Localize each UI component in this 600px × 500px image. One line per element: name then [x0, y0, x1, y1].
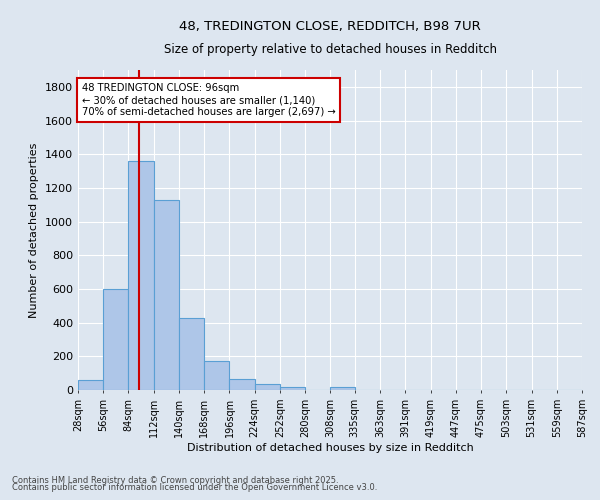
X-axis label: Distribution of detached houses by size in Redditch: Distribution of detached houses by size … — [187, 442, 473, 452]
Text: 48 TREDINGTON CLOSE: 96sqm
← 30% of detached houses are smaller (1,140)
70% of s: 48 TREDINGTON CLOSE: 96sqm ← 30% of deta… — [82, 84, 335, 116]
Bar — [229, 379, 255, 390]
Bar — [154, 200, 179, 390]
Text: 48, TREDINGTON CLOSE, REDDITCH, B98 7UR: 48, TREDINGTON CLOSE, REDDITCH, B98 7UR — [179, 20, 481, 33]
Bar — [331, 388, 355, 390]
Bar — [103, 289, 128, 390]
Y-axis label: Number of detached properties: Number of detached properties — [29, 142, 40, 318]
Bar — [255, 384, 280, 390]
Text: Contains public sector information licensed under the Open Government Licence v3: Contains public sector information licen… — [12, 484, 377, 492]
Bar — [179, 318, 204, 390]
Bar — [204, 362, 229, 390]
Text: Contains HM Land Registry data © Crown copyright and database right 2025.: Contains HM Land Registry data © Crown c… — [12, 476, 338, 485]
Text: Size of property relative to detached houses in Redditch: Size of property relative to detached ho… — [163, 42, 497, 56]
Bar — [128, 161, 154, 390]
Bar — [78, 380, 103, 390]
Bar — [280, 388, 305, 390]
